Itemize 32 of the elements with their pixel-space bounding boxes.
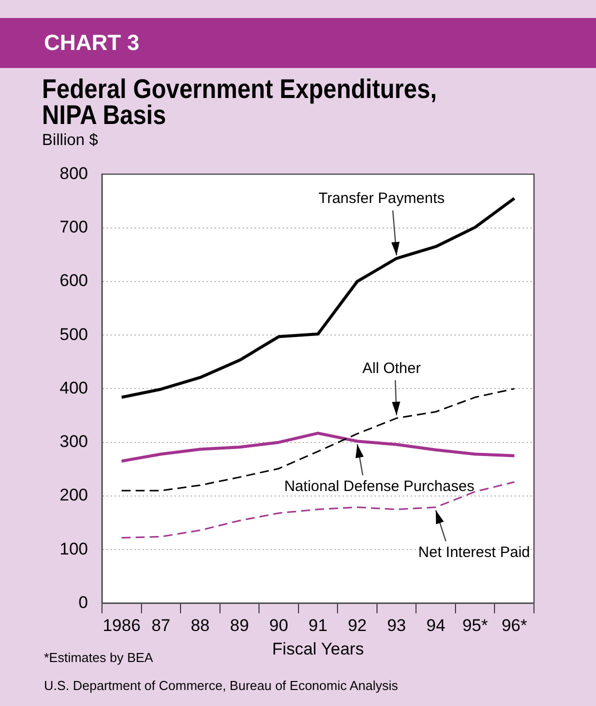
annotation: All Other (362, 360, 421, 377)
y-tick-label: 300 (60, 432, 88, 452)
line-series (120, 481, 516, 539)
x-tick-label: 95* (462, 616, 488, 636)
y-tick-label: 500 (60, 324, 88, 344)
x-tick-label: 89 (230, 616, 249, 636)
annotation: National Defense Purchases (284, 478, 474, 495)
x-tick-label: 90 (269, 616, 288, 636)
y-axis-title: Billion $ (42, 132, 98, 150)
x-tick-label: 93 (387, 616, 406, 636)
chart-title: Federal Government Expenditures, NIPA Basis (42, 74, 438, 130)
y-tick-label: 400 (60, 378, 88, 398)
y-tick-label: 100 (60, 539, 88, 558)
annotation: Transfer Payments (318, 190, 445, 208)
x-tick-label: 87 (151, 616, 170, 636)
x-tick-label: 96* (502, 616, 528, 636)
y-tick-label: 600 (60, 271, 88, 290)
y-tick-label: 200 (60, 486, 88, 505)
x-tick-label: 91 (308, 616, 328, 636)
text: U.S. Department of Commerce, Bureau of Economic Analysis (44, 678, 398, 693)
chart-subtitle: CHART 3 (0, 18, 596, 68)
annotation: Net Interest Paid (418, 544, 530, 561)
x-tick-label: 92 (348, 616, 367, 636)
x-tick-label: 1986 (102, 616, 141, 636)
line-series (120, 388, 516, 492)
y-tick-label: 0 (78, 592, 88, 612)
text: *Estimates by BEA (44, 650, 154, 665)
y-tick-label: 700 (60, 218, 88, 237)
x-tick-label: 88 (190, 616, 210, 636)
x-tick-label: 94 (426, 616, 446, 636)
x-axis-title: Fiscal Years (272, 639, 364, 658)
y-tick-label: 800 (60, 164, 88, 183)
